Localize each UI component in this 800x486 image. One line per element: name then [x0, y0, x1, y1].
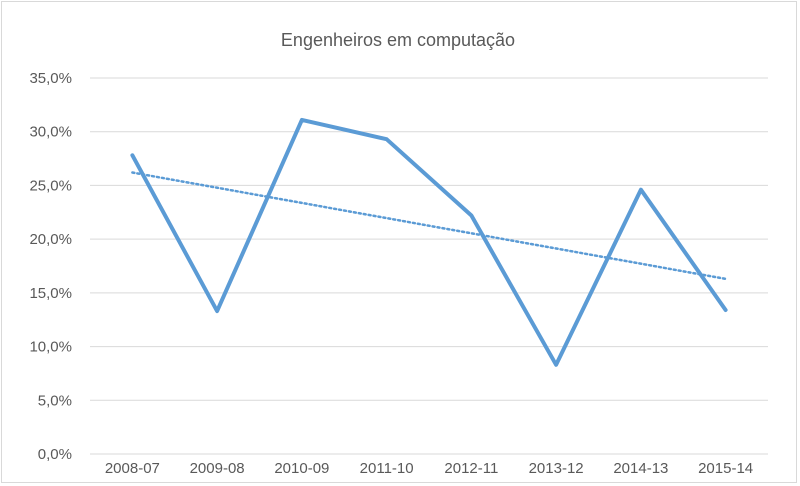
series-lines	[130, 117, 728, 367]
y-tick-label: 5,0%	[38, 392, 72, 409]
y-tick-label: 25,0%	[29, 177, 72, 194]
x-tick-label: 2015-14	[698, 460, 753, 477]
x-tick-label: 2011-10	[360, 460, 414, 477]
y-axis-ticks: 0,0% 5,0% 10,0% 15,0% 20,0% 25,0% 30,0% 35,0%	[29, 70, 72, 463]
y-tick-label: 15,0%	[29, 285, 72, 302]
y-tick-label: 0,0%	[38, 446, 72, 463]
x-tick-label: 2012-11	[444, 460, 498, 477]
x-tick-label: 2008-07	[105, 460, 160, 477]
trendline-line	[131, 171, 727, 281]
chart-title: Engenheiros em computação	[280, 30, 516, 50]
x-tick-label: 2010-09	[274, 460, 329, 477]
y-tick-label: 20,0%	[29, 231, 72, 248]
y-tick-label: 30,0%	[29, 124, 72, 141]
y-tick-label: 35,0%	[29, 70, 72, 87]
x-tick-label: 2013-12	[529, 460, 584, 477]
y-tick-label: 10,0%	[29, 339, 72, 356]
x-axis-ticks: 2008-07 2009-08 2010-09 2011-10 2012-11 2013-…	[105, 460, 753, 477]
trendline	[131, 171, 727, 281]
x-tick-label: 2009-08	[190, 460, 245, 477]
series-line	[130, 117, 728, 367]
x-tick-label: 2014-13	[613, 460, 668, 477]
